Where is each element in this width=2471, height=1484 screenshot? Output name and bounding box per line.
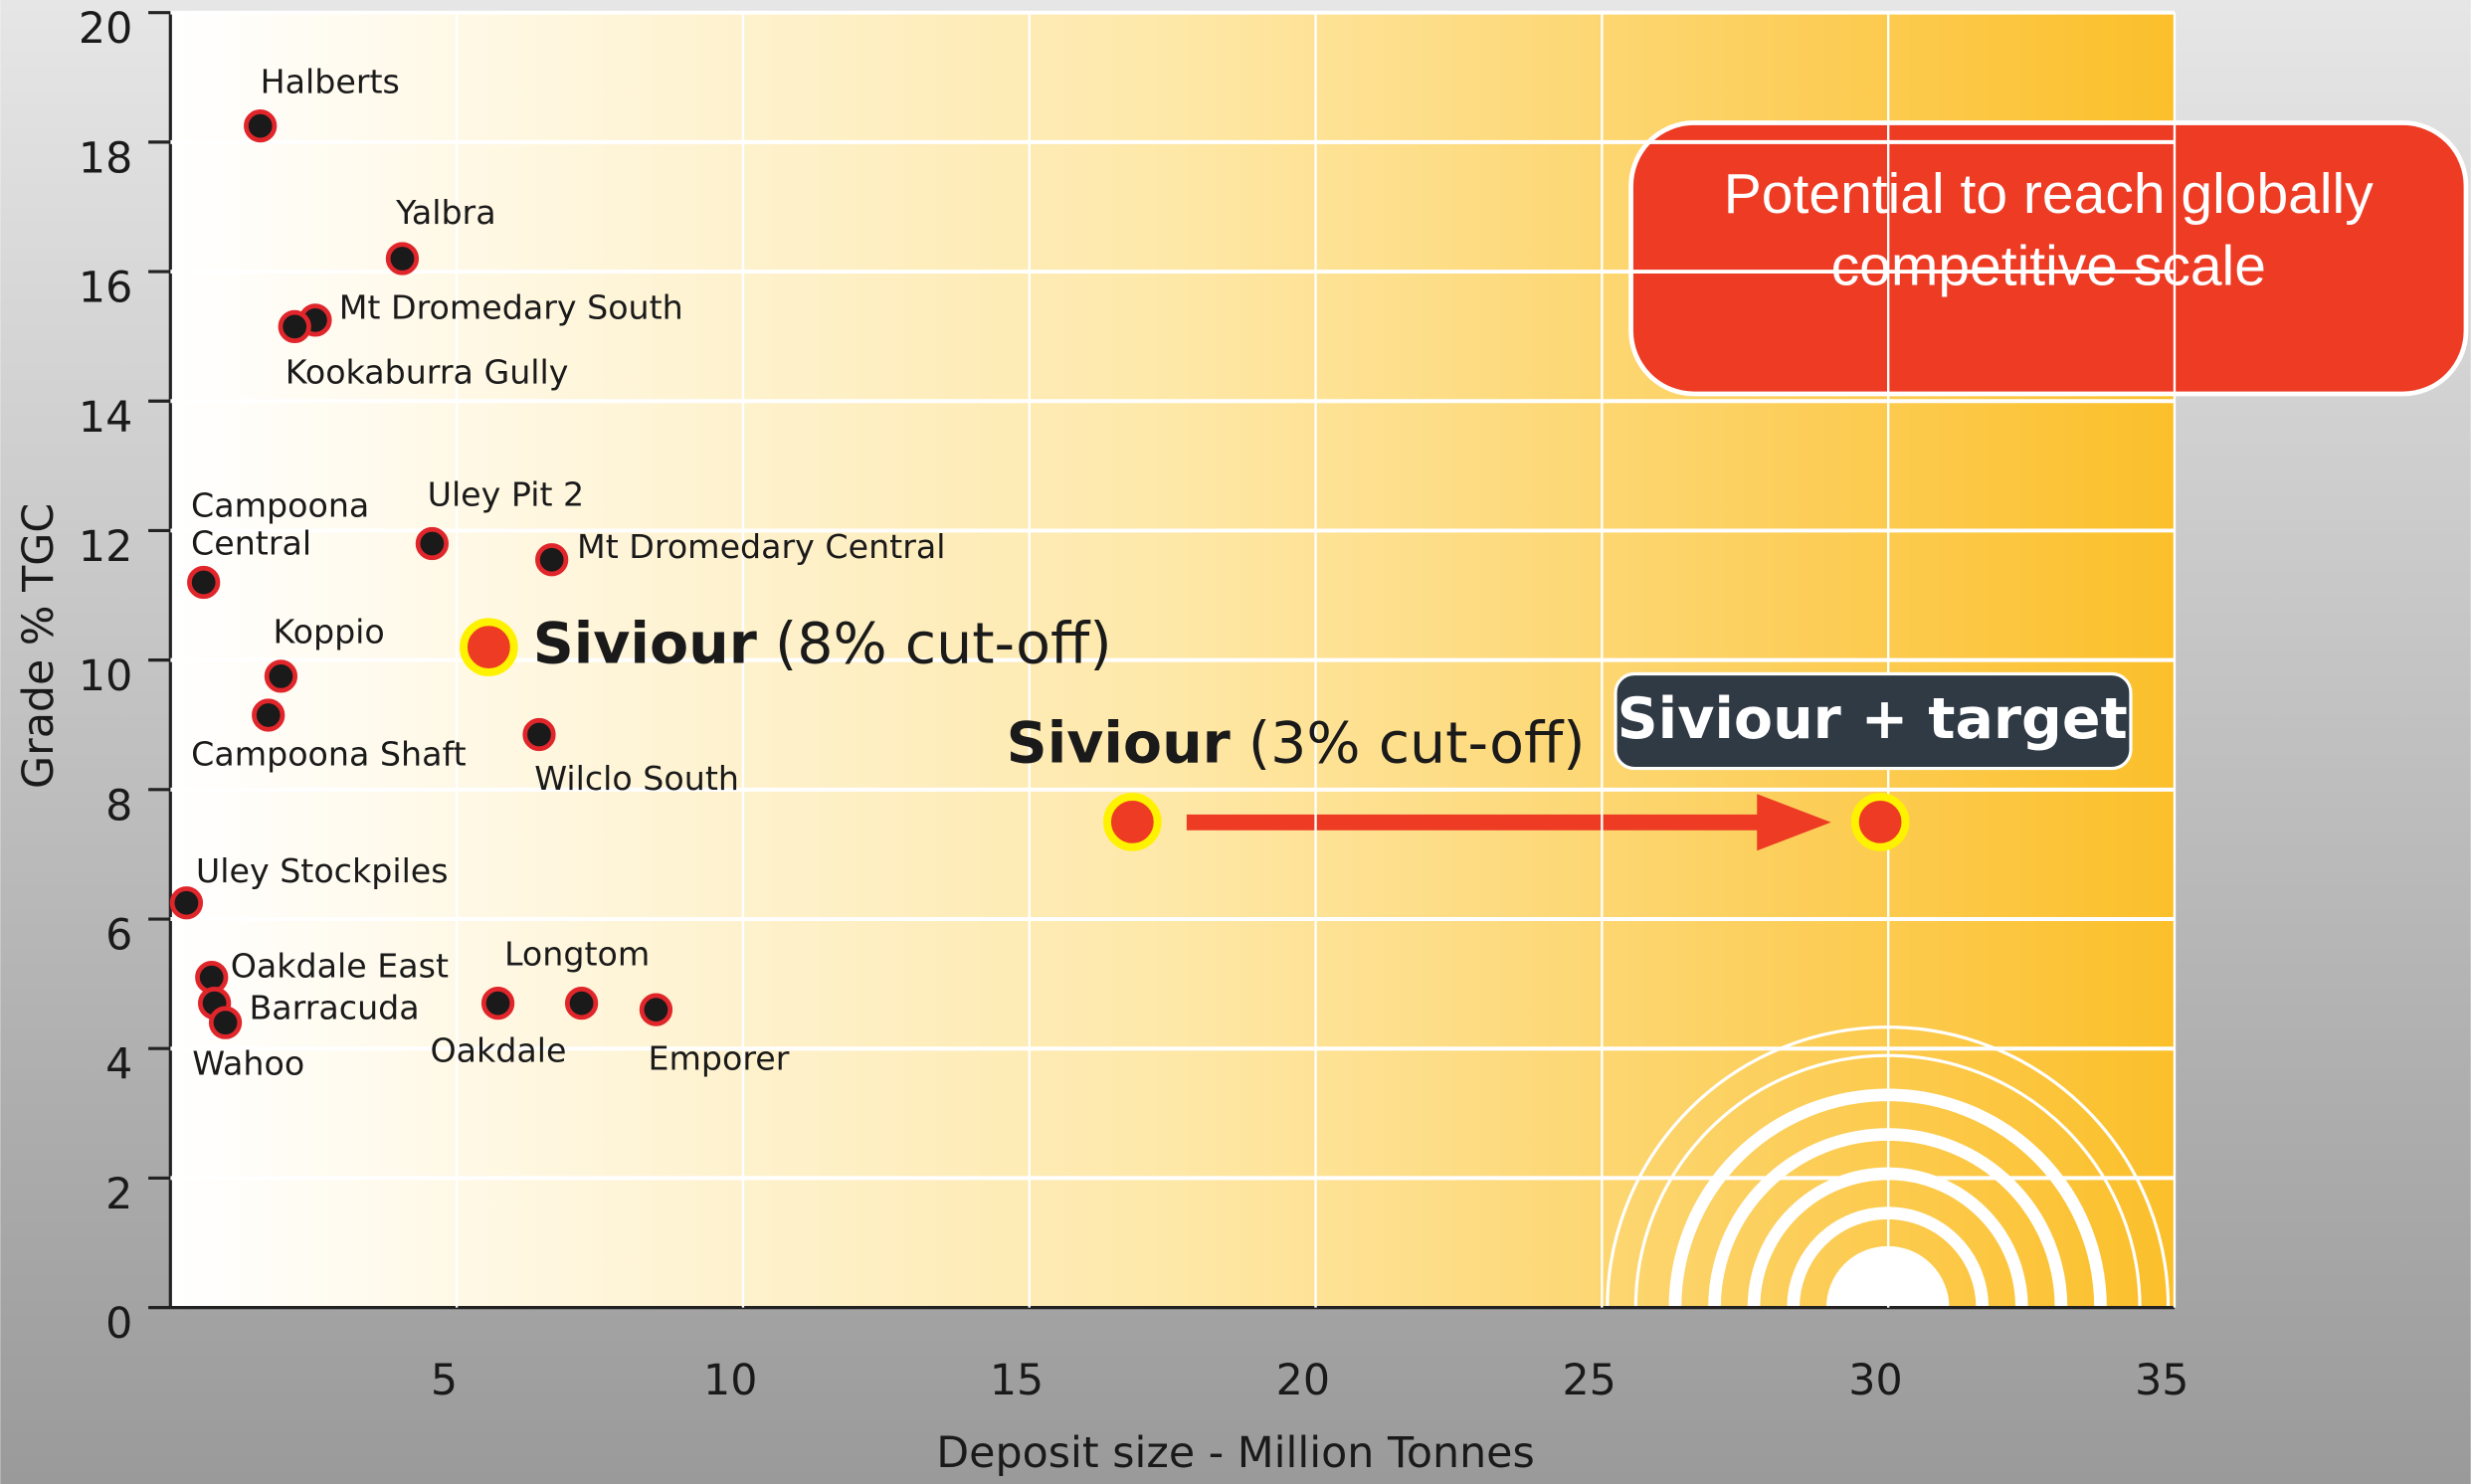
point-label: Campoona Shaft — [191, 735, 467, 774]
y-tick-label: 16 — [79, 264, 132, 313]
point-label: Mt Dromedary South — [339, 287, 683, 326]
data-point — [252, 698, 285, 732]
x-tick-label: 15 — [990, 1356, 1044, 1405]
y-tick-label: 18 — [79, 133, 132, 183]
point-label: Mt Dromedary Central — [577, 527, 946, 566]
y-tick-label: 0 — [105, 1299, 132, 1349]
point-label: Oakdale East — [231, 947, 449, 986]
data-point — [522, 717, 556, 752]
data-point — [564, 987, 599, 1020]
annotation-holder: Potential to reach globally competitive … — [1723, 160, 2374, 298]
highlight-name: Siviour — [533, 611, 757, 676]
highlight-name: Siviour — [1007, 710, 1231, 776]
highlight-label: Siviour (3% cut-off) — [1007, 710, 1586, 776]
point-label: Emporer — [649, 1038, 790, 1077]
x-tick-label: 5 — [431, 1356, 458, 1405]
y-tick-label: 2 — [105, 1170, 132, 1219]
highlight-label: Siviour (8% cut-off) — [533, 611, 1112, 676]
point-label: Yalbra — [395, 193, 496, 232]
y-tick-label: 4 — [105, 1040, 132, 1090]
x-tick-label: 20 — [1276, 1356, 1330, 1405]
data-point — [244, 108, 278, 143]
point-label: Wahoo — [192, 1043, 304, 1082]
highlight-detail: (8% cut-off) — [775, 611, 1112, 676]
highlight-point — [1103, 793, 1162, 851]
point-label: Uley Stockpiles — [196, 851, 449, 890]
point-label: Wilclo South — [534, 759, 739, 798]
point-label: Kookaburra Gully — [285, 352, 569, 391]
x-tick-label: 30 — [1848, 1356, 1902, 1405]
y-tick-label: 6 — [105, 911, 132, 961]
y-axis-label: Grade % TGC — [14, 503, 64, 789]
point-label: Uley Pit 2 — [428, 474, 585, 513]
highlight-box — [1614, 671, 2133, 771]
point-label: Campoona Central — [191, 485, 370, 562]
y-tick-label: 10 — [79, 651, 132, 701]
highlight-detail: (3% cut-off) — [1248, 710, 1586, 776]
y-tick-label: 12 — [79, 522, 132, 572]
y-tick-label: 14 — [79, 393, 132, 443]
data-point — [208, 1006, 243, 1039]
y-tick-label: 20 — [79, 4, 132, 54]
highlight-label: Siviour + target — [1617, 686, 2128, 752]
highlight-point — [1850, 793, 1910, 851]
data-point — [639, 993, 673, 1026]
arrow-head — [1757, 794, 1831, 851]
highlight-point — [460, 618, 518, 676]
data-point — [385, 242, 420, 276]
x-axis-label: Deposit size - Million Tonnes — [936, 1428, 1535, 1478]
data-point — [278, 309, 311, 344]
point-label: Barracuda — [249, 988, 419, 1026]
point-label: Halberts — [261, 62, 400, 100]
annotation-box — [1628, 120, 2469, 397]
data-point — [169, 886, 204, 920]
x-tick-label: 35 — [2135, 1356, 2188, 1405]
data-point — [415, 526, 449, 561]
y-tick-label: 8 — [105, 781, 132, 831]
point-label: Koppio — [273, 613, 384, 651]
data-point — [480, 987, 515, 1020]
point-label: Longtom — [504, 935, 650, 974]
data-point — [535, 543, 569, 577]
data-point — [264, 659, 298, 693]
x-tick-label: 25 — [1562, 1356, 1616, 1405]
point-label: Oakdale — [430, 1030, 566, 1069]
data-point — [187, 565, 221, 600]
label-holder: Campoona Central — [191, 485, 370, 562]
x-tick-label: 10 — [703, 1356, 757, 1405]
annotation: Potential to reach globally competitive … — [1723, 160, 2374, 298]
